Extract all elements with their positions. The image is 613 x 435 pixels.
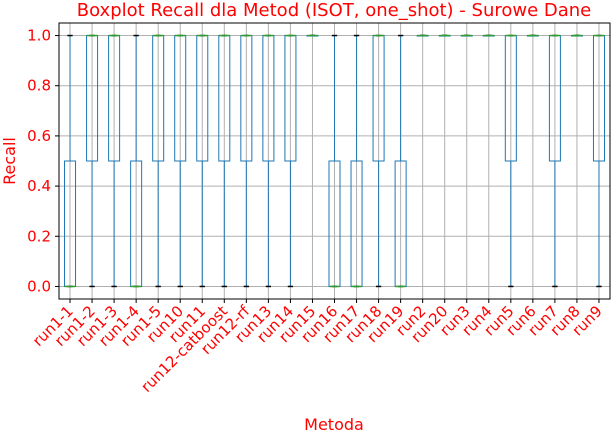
chart-title: Boxplot Recall dla Metod (ISOT, one_shot…: [77, 0, 592, 21]
y-tick-label: 1.0: [27, 27, 51, 45]
y-tick-label: 0.2: [27, 227, 51, 245]
y-axis-label: Recall: [0, 137, 19, 185]
box-layer: [64, 34, 605, 288]
y-tick-label: 0.0: [27, 277, 51, 295]
y-tick-label: 0.4: [27, 177, 51, 195]
y-tick-label: 0.8: [27, 77, 51, 95]
x-axis-label: Metoda: [304, 415, 364, 434]
y-tick-label: 0.6: [27, 127, 51, 145]
